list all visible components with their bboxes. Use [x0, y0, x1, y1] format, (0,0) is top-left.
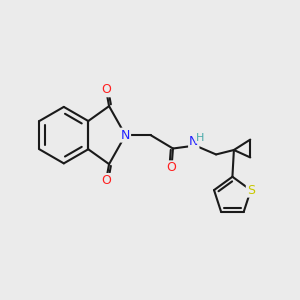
- Text: N: N: [189, 136, 199, 148]
- Text: O: O: [101, 174, 111, 187]
- Text: N: N: [121, 129, 130, 142]
- Text: H: H: [196, 133, 205, 143]
- Text: O: O: [101, 83, 111, 96]
- Text: S: S: [247, 184, 255, 196]
- Text: O: O: [167, 161, 176, 174]
